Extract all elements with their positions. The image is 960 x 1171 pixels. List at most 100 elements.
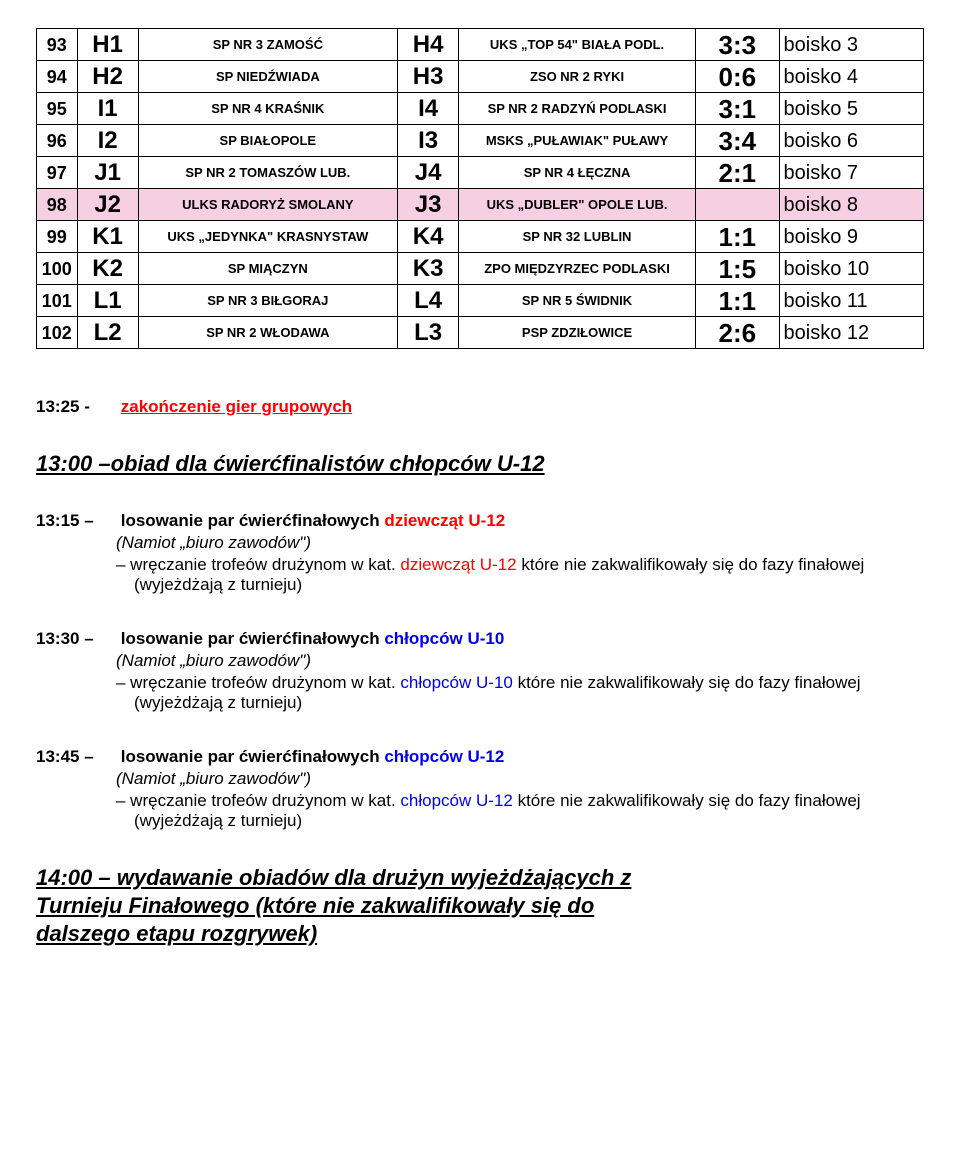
cell-num: 99 — [37, 221, 78, 253]
cell-num: 95 — [37, 93, 78, 125]
cell-code1: I1 — [77, 93, 138, 125]
cell-team1: SP BIAŁOPOLE — [138, 125, 398, 157]
cell-team1: SP NR 3 ZAMOŚĆ — [138, 29, 398, 61]
cell-field: boisko 11 — [779, 285, 923, 317]
d-1315a: – wręczanie trofeów drużynom w kat. — [116, 555, 400, 574]
cell-team1: SP NR 2 TOMASZÓW LUB. — [138, 157, 398, 189]
cell-code1: J2 — [77, 189, 138, 221]
cell-field: boisko 3 — [779, 29, 923, 61]
cell-code1: L1 — [77, 285, 138, 317]
cell-code2: H3 — [398, 61, 459, 93]
cell-field: boisko 6 — [779, 125, 923, 157]
line-1400-3: dalszego etapu rozgrywek) — [36, 921, 924, 947]
cell-team2: ZPO MIĘDZYRZEC PODLASKI — [459, 253, 696, 285]
cell-score: 2:6 — [696, 317, 780, 349]
text-1300: 13:00 –obiad dla ćwierćfinalistów chłopc… — [36, 451, 924, 477]
cell-score: 1:1 — [696, 285, 780, 317]
cell-team2: SP NR 5 ŚWIDNIK — [459, 285, 696, 317]
cell-field: boisko 9 — [779, 221, 923, 253]
line-1315a: losowanie par ćwierćfinałowych — [121, 511, 385, 530]
cell-code1: I2 — [77, 125, 138, 157]
table-row: 101L1SP NR 3 BIŁGORAJL4SP NR 5 ŚWIDNIK1:… — [37, 285, 924, 317]
cell-team2: ZSO NR 2 RYKI — [459, 61, 696, 93]
line-1330b: chłopców U-10 — [384, 629, 504, 648]
time-1345: 13:45 – — [36, 747, 116, 767]
line-1315b: dziewcząt U-12 — [384, 511, 505, 530]
d-1345b: chłopców U-12 — [400, 791, 512, 810]
line-1330a: losowanie par ćwierćfinałowych — [121, 629, 385, 648]
cell-num: 93 — [37, 29, 78, 61]
d-1330a: – wręczanie trofeów drużynom w kat. — [116, 673, 400, 692]
section-1330: 13:30 – losowanie par ćwierćfinałowych c… — [36, 629, 924, 713]
line-1400-1: 14:00 – wydawanie obiadów dla drużyn wyj… — [36, 865, 924, 891]
paren-1330: (Namiot „biuro zawodów") — [116, 651, 311, 670]
cell-code1: K2 — [77, 253, 138, 285]
cell-code1: K1 — [77, 221, 138, 253]
line-1345a: losowanie par ćwierćfinałowych — [121, 747, 385, 766]
cell-num: 96 — [37, 125, 78, 157]
cell-num: 94 — [37, 61, 78, 93]
cell-field: boisko 7 — [779, 157, 923, 189]
cell-score: 3:1 — [696, 93, 780, 125]
cell-team2: SP NR 32 LUBLIN — [459, 221, 696, 253]
table-row: 98J2ULKS RADORYŻ SMOLANYJ3UKS „DUBLER" O… — [37, 189, 924, 221]
cell-team1: UKS „JEDYNKA" KRASNYSTAW — [138, 221, 398, 253]
cell-team1: SP MIĄCZYN — [138, 253, 398, 285]
paren-1345: (Namiot „biuro zawodów") — [116, 769, 311, 788]
cell-code2: K4 — [398, 221, 459, 253]
cell-field: boisko 8 — [779, 189, 923, 221]
cell-code2: L4 — [398, 285, 459, 317]
cell-team2: MSKS „PUŁAWIAK" PUŁAWY — [459, 125, 696, 157]
d-1315b: dziewcząt U-12 — [400, 555, 516, 574]
cell-team2: PSP ZDZIŁOWICE — [459, 317, 696, 349]
paren-1315: (Namiot „biuro zawodów") — [116, 533, 311, 552]
cell-team1: SP NIEDŹWIADA — [138, 61, 398, 93]
section-1315: 13:15 – losowanie par ćwierćfinałowych d… — [36, 511, 924, 595]
table-row: 95I1SP NR 4 KRAŚNIKI4SP NR 2 RADZYŃ PODL… — [37, 93, 924, 125]
schedule-table: 93H1SP NR 3 ZAMOŚĆH4UKS „TOP 54" BIAŁA P… — [36, 28, 924, 349]
cell-code2: L3 — [398, 317, 459, 349]
table-row: 100K2SP MIĄCZYNK3ZPO MIĘDZYRZEC PODLASKI… — [37, 253, 924, 285]
cell-code2: H4 — [398, 29, 459, 61]
cell-team1: SP NR 2 WŁODAWA — [138, 317, 398, 349]
prose-section: 13:25 - zakończenie gier grupowych 13:00… — [36, 397, 924, 947]
cell-num: 100 — [37, 253, 78, 285]
cell-score: 2:1 — [696, 157, 780, 189]
cell-team2: UKS „DUBLER" OPOLE LUB. — [459, 189, 696, 221]
cell-code2: J3 — [398, 189, 459, 221]
table-row: 94H2SP NIEDŹWIADAH3ZSO NR 2 RYKI0:6boisk… — [37, 61, 924, 93]
cell-team1: ULKS RADORYŻ SMOLANY — [138, 189, 398, 221]
cell-field: boisko 12 — [779, 317, 923, 349]
cell-score: 1:1 — [696, 221, 780, 253]
d-1330b: chłopców U-10 — [400, 673, 512, 692]
table-row: 93H1SP NR 3 ZAMOŚĆH4UKS „TOP 54" BIAŁA P… — [37, 29, 924, 61]
time-1325: 13:25 - — [36, 397, 116, 417]
cell-team2: SP NR 2 RADZYŃ PODLASKI — [459, 93, 696, 125]
cell-field: boisko 5 — [779, 93, 923, 125]
cell-num: 102 — [37, 317, 78, 349]
cell-code2: K3 — [398, 253, 459, 285]
cell-code1: J1 — [77, 157, 138, 189]
cell-team2: SP NR 4 ŁĘCZNA — [459, 157, 696, 189]
section-1345: 13:45 – losowanie par ćwierćfinałowych c… — [36, 747, 924, 831]
section-1325: 13:25 - zakończenie gier grupowych — [36, 397, 924, 417]
cell-code2: J4 — [398, 157, 459, 189]
d-1345a: – wręczanie trofeów drużynom w kat. — [116, 791, 400, 810]
section-1400: 14:00 – wydawanie obiadów dla drużyn wyj… — [36, 865, 924, 947]
cell-team1: SP NR 3 BIŁGORAJ — [138, 285, 398, 317]
cell-code1: L2 — [77, 317, 138, 349]
cell-field: boisko 10 — [779, 253, 923, 285]
cell-score: 0:6 — [696, 61, 780, 93]
time-1315: 13:15 – — [36, 511, 116, 531]
cell-code1: H1 — [77, 29, 138, 61]
cell-score: 1:5 — [696, 253, 780, 285]
cell-code1: H2 — [77, 61, 138, 93]
cell-num: 98 — [37, 189, 78, 221]
cell-team2: UKS „TOP 54" BIAŁA PODL. — [459, 29, 696, 61]
cell-score: 3:3 — [696, 29, 780, 61]
table-row: 99K1UKS „JEDYNKA" KRASNYSTAWK4SP NR 32 L… — [37, 221, 924, 253]
cell-score — [696, 189, 780, 221]
section-1300: 13:00 –obiad dla ćwierćfinalistów chłopc… — [36, 451, 924, 477]
text-1325: zakończenie gier grupowych — [121, 397, 352, 416]
table-row: 97J1SP NR 2 TOMASZÓW LUB.J4SP NR 4 ŁĘCZN… — [37, 157, 924, 189]
